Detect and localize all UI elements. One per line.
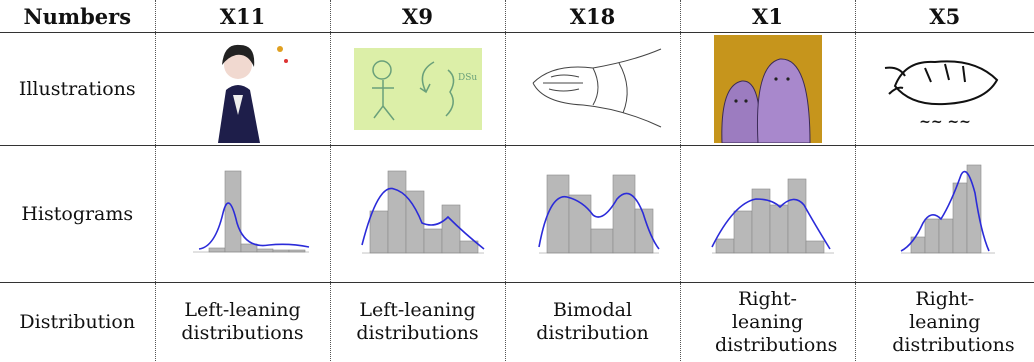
header-cell: Numbers [0,0,155,33]
illustration [523,43,663,135]
illustration-cell [155,33,330,146]
histogram-cell [505,146,680,283]
header-cell: X18 [505,0,680,33]
distribution-cell: Right-leaning distributions [680,283,855,362]
row-label: Histograms [0,146,155,283]
illustration: DSu [354,48,482,130]
distribution-cell: Left-leaning distributions [330,283,505,362]
illustration-cell: ~~ ~~ [855,33,1034,146]
histogram-cell [330,146,505,283]
illustration [714,35,822,143]
histogram-cell [155,146,330,283]
distribution-text: Left-leaning distributions [178,299,308,345]
header-cell: X1 [680,0,855,33]
distribution-text: Left-leaning distributions [353,299,483,345]
row-label: Illustrations [0,33,155,146]
histogram-image [169,153,317,275]
svg-text:~~ ~~: ~~ ~~ [919,114,971,130]
illustrations-row: Illustrations DSu [0,33,1034,146]
histograms-row: Histograms [0,146,1034,283]
distribution-text: Right-leaning distributions [892,288,997,357]
histogram-image [871,153,1019,275]
histogram-cell [680,146,855,283]
illustration-cell [505,33,680,146]
comparison-table: Numbers X11 X9 X18 X1 X5 Illustrations [0,0,1034,361]
distribution-text: Right-leaning distributions [715,288,820,357]
header-cell: X5 [855,0,1034,33]
distribution-cell: Left-leaning distributions [155,283,330,362]
illustration [188,35,298,143]
svg-text:DSu: DSu [458,73,477,83]
distribution-cell: Right-leaning distributions [855,283,1034,362]
header-cell: X11 [155,0,330,33]
header-cell: X9 [330,0,505,33]
header-row: Numbers X11 X9 X18 X1 X5 [0,0,1034,33]
distribution-cell: Bimodal distribution [505,283,680,362]
illustration-cell [680,33,855,146]
row-label: Distribution [0,283,155,362]
histogram-image [694,153,842,275]
histogram-cell [855,146,1034,283]
page: Numbers X11 X9 X18 X1 X5 Illustrations [0,0,1034,362]
distribution-text: Bimodal distribution [528,299,658,345]
histogram-image [344,153,492,275]
illustration: ~~ ~~ [875,46,1015,132]
distribution-row: Distribution Left-leaning distributions … [0,283,1034,362]
illustration-cell: DSu [330,33,505,146]
histogram-image [519,153,667,275]
